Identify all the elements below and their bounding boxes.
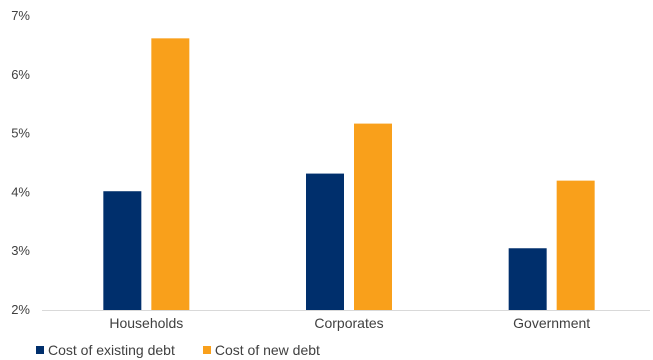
y-tick-label: 6% — [11, 67, 30, 82]
legend-swatch-existing-debt — [36, 346, 44, 354]
legend-item-new-debt: Cost of new debt — [202, 342, 320, 358]
bars — [103, 38, 595, 311]
bar-households-existing-debt — [103, 191, 142, 310]
x-category-label: Households — [109, 315, 183, 331]
legend: Cost of existing debt Cost of new debt — [36, 342, 348, 358]
legend-item-existing-debt: Cost of existing debt — [36, 342, 175, 358]
y-tick-label: 5% — [11, 126, 30, 141]
bar-corporates-new-debt — [354, 123, 392, 310]
bar-corporates-existing-debt — [306, 173, 344, 310]
y-tick-label: 2% — [11, 302, 30, 317]
legend-label-existing-debt: Cost of existing debt — [48, 342, 175, 358]
legend-swatch-new-debt — [202, 346, 211, 354]
y-tick-label: 4% — [11, 184, 30, 199]
y-axis-ticks: 2% 3% 4% 5% 6% 7% — [11, 8, 30, 317]
bar-government-new-debt — [556, 180, 595, 310]
bar-households-new-debt — [151, 38, 190, 311]
x-axis-labels: Households Corporates Government — [109, 315, 590, 331]
legend-label-new-debt: Cost of new debt — [214, 342, 320, 358]
x-category-label: Government — [513, 315, 590, 331]
bar-government-existing-debt — [508, 248, 547, 310]
y-tick-label: 7% — [11, 8, 30, 23]
bar-chart: 2% 3% 4% 5% 6% 7% Households Corporates Governm… — [11, 8, 650, 331]
y-tick-label: 3% — [11, 243, 30, 258]
x-category-label: Corporates — [314, 315, 383, 331]
